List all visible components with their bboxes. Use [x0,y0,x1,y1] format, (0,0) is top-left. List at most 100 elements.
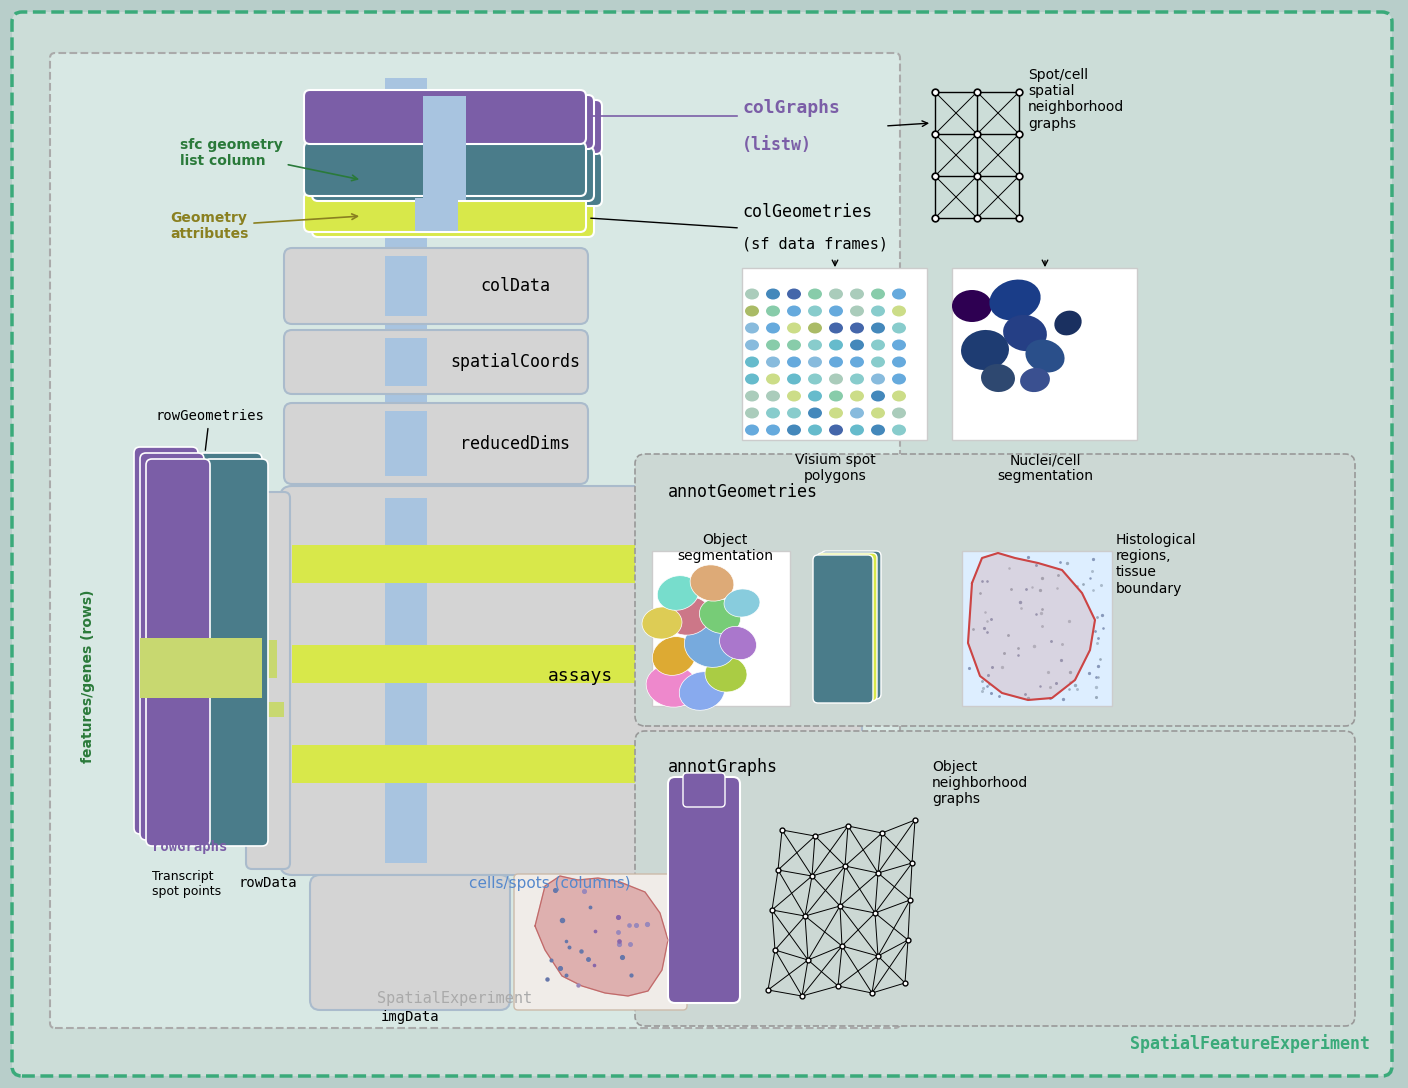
FancyBboxPatch shape [291,545,850,583]
Ellipse shape [872,424,886,435]
Ellipse shape [745,288,759,299]
Ellipse shape [808,408,822,419]
FancyBboxPatch shape [683,772,725,807]
Text: Spot/cell
spatial
neighborhood
graphs: Spot/cell spatial neighborhood graphs [1028,69,1124,131]
FancyBboxPatch shape [284,330,589,394]
FancyBboxPatch shape [384,498,427,863]
Ellipse shape [652,636,696,676]
Text: features/genes (rows): features/genes (rows) [82,590,94,763]
Polygon shape [969,553,1095,700]
Ellipse shape [850,373,865,384]
FancyBboxPatch shape [742,268,926,440]
FancyBboxPatch shape [384,256,427,316]
Ellipse shape [646,665,698,707]
Ellipse shape [787,322,801,334]
FancyBboxPatch shape [189,459,230,846]
Ellipse shape [850,306,865,317]
Text: (sf data frames): (sf data frames) [742,236,888,251]
Ellipse shape [850,339,865,350]
Ellipse shape [829,357,843,368]
Ellipse shape [787,373,801,384]
Ellipse shape [829,391,843,401]
Ellipse shape [787,408,801,419]
Ellipse shape [893,288,905,299]
FancyBboxPatch shape [284,403,589,484]
Text: Geometry
attributes: Geometry attributes [170,211,358,242]
Ellipse shape [766,339,780,350]
Ellipse shape [981,364,1015,392]
FancyBboxPatch shape [304,143,586,196]
Text: spatialCoords: spatialCoords [451,353,580,371]
Text: rowGraphs: rowGraphs [152,840,227,854]
FancyBboxPatch shape [13,12,1393,1076]
Ellipse shape [745,306,759,317]
Ellipse shape [893,306,905,317]
Text: imgData: imgData [380,1010,439,1024]
Ellipse shape [893,424,905,435]
Ellipse shape [893,391,905,401]
Ellipse shape [893,339,905,350]
FancyBboxPatch shape [291,645,850,683]
FancyBboxPatch shape [139,638,204,697]
Ellipse shape [719,627,756,659]
FancyBboxPatch shape [320,152,603,206]
Ellipse shape [787,391,801,401]
Text: SpatialExperiment: SpatialExperiment [377,991,532,1006]
FancyBboxPatch shape [962,551,1112,706]
Ellipse shape [700,598,741,633]
Ellipse shape [872,391,886,401]
FancyBboxPatch shape [304,90,586,144]
Text: Transcript
spot points: Transcript spot points [152,870,221,898]
FancyBboxPatch shape [146,459,210,846]
Ellipse shape [808,288,822,299]
FancyBboxPatch shape [817,553,877,701]
FancyBboxPatch shape [204,638,262,697]
Ellipse shape [705,656,748,692]
Text: colGraphs: colGraphs [742,99,841,118]
Ellipse shape [850,357,865,368]
FancyBboxPatch shape [134,447,199,834]
Ellipse shape [787,424,801,435]
Ellipse shape [684,625,736,667]
Ellipse shape [745,322,759,334]
Ellipse shape [829,322,843,334]
Ellipse shape [745,391,759,401]
Ellipse shape [745,339,759,350]
Text: SpatialFeatureExperiment: SpatialFeatureExperiment [1131,1034,1370,1053]
FancyBboxPatch shape [652,551,790,706]
Ellipse shape [787,339,801,350]
FancyBboxPatch shape [155,640,277,678]
Ellipse shape [829,424,843,435]
Ellipse shape [658,576,698,610]
FancyBboxPatch shape [139,453,204,840]
Ellipse shape [679,671,725,710]
Ellipse shape [745,424,759,435]
Polygon shape [535,876,667,996]
FancyBboxPatch shape [424,96,466,148]
Ellipse shape [766,288,780,299]
FancyBboxPatch shape [635,731,1354,1026]
FancyBboxPatch shape [667,777,741,1003]
Ellipse shape [952,290,993,322]
Ellipse shape [829,339,843,350]
Ellipse shape [850,391,865,401]
FancyBboxPatch shape [384,78,427,878]
Ellipse shape [872,408,886,419]
Ellipse shape [766,391,780,401]
FancyBboxPatch shape [246,492,290,869]
FancyBboxPatch shape [284,248,589,324]
FancyBboxPatch shape [952,268,1138,440]
Ellipse shape [850,288,865,299]
Ellipse shape [850,408,865,419]
FancyBboxPatch shape [304,191,586,232]
FancyBboxPatch shape [424,148,466,200]
Ellipse shape [1019,368,1050,392]
FancyBboxPatch shape [313,147,594,201]
Ellipse shape [872,339,886,350]
Ellipse shape [690,565,734,602]
Ellipse shape [850,424,865,435]
Text: Object
segmentation: Object segmentation [677,533,773,564]
Ellipse shape [893,322,905,334]
Text: assays: assays [548,667,612,685]
FancyBboxPatch shape [635,454,1354,726]
